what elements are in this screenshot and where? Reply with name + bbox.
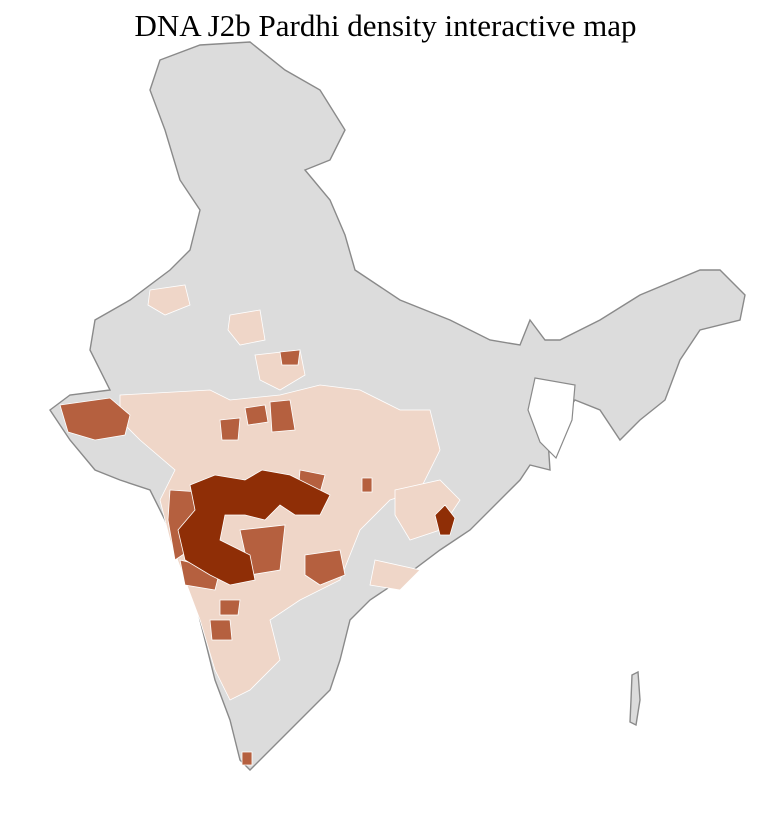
andaman-islands <box>629 670 641 727</box>
high-density-regions[interactable] <box>177 469 456 586</box>
map-title: DNA J2b Pardhi density interactive map <box>134 8 637 43</box>
bangladesh-gap <box>527 377 576 460</box>
